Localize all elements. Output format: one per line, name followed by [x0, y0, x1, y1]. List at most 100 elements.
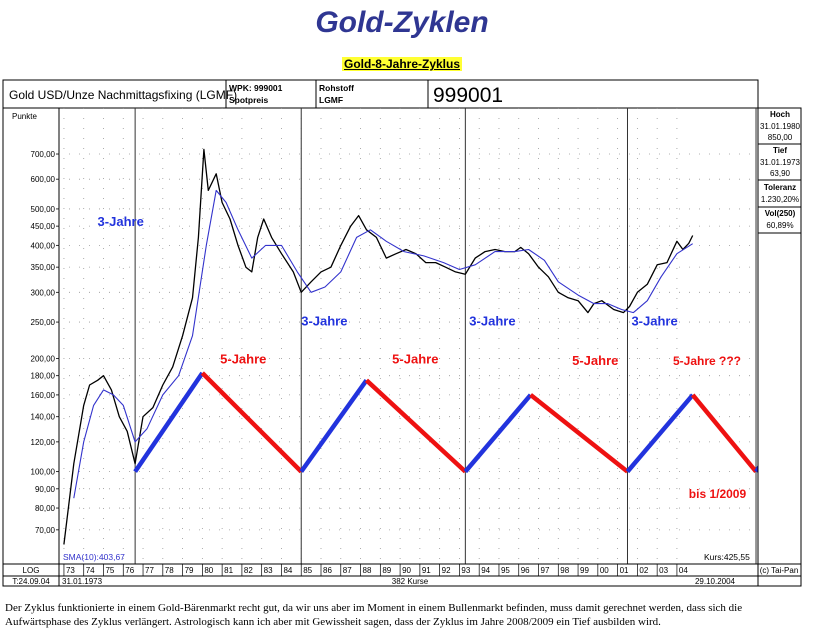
y-tick-label: 350,00 — [31, 263, 56, 272]
x-tick-label: 79 — [185, 566, 194, 575]
cycle-up-leg — [299, 378, 369, 473]
x-tick-label: 81 — [224, 566, 233, 575]
x-axis: LOG T:24.09.04 73 74 75 76 77 78 79 80 81 82 83 84 8… — [2, 563, 802, 587]
x-tick-label: 74 — [86, 566, 95, 575]
cycle-annotation: 3-Jahre — [631, 313, 677, 328]
page-title: Gold-Zyklen — [315, 6, 489, 39]
x-tick-label: 00 — [600, 566, 609, 575]
chart: Gold USD/Unze Nachmittagsfixing (LGMF) W… — [2, 79, 802, 587]
price-series-line — [63, 148, 694, 545]
y-tick-label: 100,00 — [31, 468, 56, 477]
cycle-up-leg — [625, 393, 695, 474]
cycle-zigzag — [133, 371, 758, 474]
toleranz-value: 1.230,20% — [761, 195, 799, 204]
y-tick-label: 200,00 — [31, 354, 56, 363]
cycle-down-leg — [364, 378, 467, 474]
x-tick-label: 96 — [521, 566, 530, 575]
cycle-down-leg — [691, 393, 758, 474]
cycle-annotation: 3-Jahre — [98, 214, 144, 229]
x-tick-label: 85 — [303, 566, 312, 575]
vol-value: 60,89% — [766, 221, 793, 230]
x-tick-label: 86 — [323, 566, 332, 575]
y-tick-label: 120,00 — [31, 438, 56, 447]
y-tick-label: 600,00 — [31, 175, 56, 184]
wpk-label: WPK: 999001 — [229, 83, 283, 93]
y-tick-label: 140,00 — [31, 413, 56, 422]
y-tick-label: 400,00 — [31, 241, 56, 250]
x-tick-label: 92 — [442, 566, 451, 575]
y-tick-label: 90,00 — [35, 485, 56, 494]
cycle-down-leg — [529, 393, 629, 474]
x-tick-label: 87 — [343, 566, 352, 575]
x-tick-label: 75 — [105, 566, 114, 575]
tief-value: 63,90 — [770, 169, 791, 178]
toleranz-label: Toleranz — [764, 183, 796, 192]
x-tick-label: 95 — [501, 566, 510, 575]
series-layer — [63, 148, 694, 545]
y-tick-label: 80,00 — [35, 504, 56, 513]
x-tick-label: 80 — [204, 566, 213, 575]
subtitle-wrap: Gold-8-Jahre-Zyklus — [0, 55, 804, 73]
x-tick-label: 76 — [125, 566, 134, 575]
caption: Der Zyklus funktionierte in einem Gold-B… — [5, 602, 743, 628]
x-tick-label: 99 — [580, 566, 589, 575]
x-tick-labels: 73 74 75 76 77 78 79 80 81 82 83 84 85 86 87 88 89 90 91 92… — [63, 564, 688, 576]
x-tick-label: 90 — [402, 566, 411, 575]
x-tick-label: 94 — [481, 566, 490, 575]
kurse-count: 382 Kurse — [392, 577, 429, 586]
y-tick-label: 180,00 — [31, 372, 56, 381]
tief-date: 31.01.1973 — [760, 158, 801, 167]
tief-label: Tief — [773, 146, 787, 155]
y-tick-label: 700,00 — [31, 150, 56, 159]
y-tick-label: 500,00 — [31, 205, 56, 214]
y-tick-label: 300,00 — [31, 288, 56, 297]
lgmf-label: LGMF — [319, 95, 343, 105]
spotpreis-label: Spotpreis — [229, 95, 268, 105]
x-tick-label: 01 — [620, 566, 629, 575]
x-tick-label: 93 — [461, 566, 470, 575]
cycle-annotation: 5-Jahre ??? — [673, 354, 741, 368]
stats-panel: Hoch 31.01.1980 850,00 Tief 31.01.1973 6… — [757, 107, 802, 565]
x-tick-label: 03 — [659, 566, 668, 575]
hoch-date: 31.01.1980 — [760, 122, 801, 131]
sma-series-line — [73, 189, 693, 499]
x-tick-label: 83 — [264, 566, 273, 575]
x-tick-label: 82 — [244, 566, 253, 575]
x-tick-label: 98 — [560, 566, 569, 575]
y-tick-label: 70,00 — [35, 526, 56, 535]
start-date: 31.01.1973 — [62, 577, 103, 586]
cycle-up-leg — [133, 371, 205, 473]
annotations: 3-Jahre 3-Jahre 3-Jahre 3-Jahre 5-Jahre 5-Jah… — [98, 214, 747, 501]
credit: (c) Tai-Pan — [760, 566, 799, 575]
cycle-annotation: 5-Jahre — [572, 353, 618, 368]
cycle-lines — [134, 108, 757, 564]
cycle-up-leg — [463, 393, 533, 474]
vol-label: Vol(250) — [765, 209, 796, 218]
hoch-value: 850,00 — [768, 133, 793, 142]
y-tick-label: 450,00 — [31, 222, 56, 231]
x-tick-label: 88 — [363, 566, 372, 575]
x-tick-label: 84 — [283, 566, 292, 575]
x-tick-label: 78 — [165, 566, 174, 575]
hoch-label: Hoch — [770, 110, 790, 119]
cycle-annotation: 3-Jahre — [469, 313, 515, 328]
cycle-down-leg — [200, 371, 303, 474]
cycle-annotation: 3-Jahre — [301, 313, 347, 328]
x-tick-label: 77 — [145, 566, 154, 575]
code-label: 999001 — [433, 84, 503, 107]
sma-label: SMA(10):403,67 — [63, 552, 125, 562]
y-axis-column: Punkte 70,00 80,00 90,00 100,00 120,00 140,00… — [2, 107, 60, 565]
log-label: LOG — [23, 566, 40, 575]
x-tick-label: 73 — [66, 566, 75, 575]
y-tick-label: 160,00 — [31, 391, 56, 400]
x-tick-label: 04 — [679, 566, 688, 575]
cycle-annotation: 5-Jahre — [220, 351, 266, 366]
x-tick-label: 02 — [639, 566, 648, 575]
cycle-annotation: bis 1/2009 — [689, 487, 747, 501]
last-price-label: Kurs:425,55 — [704, 552, 750, 562]
cycle-annotation: 5-Jahre — [392, 351, 438, 366]
x-tick-label: 91 — [422, 566, 431, 575]
instrument-label: Gold USD/Unze Nachmittagsfixing (LGMF) — [9, 88, 237, 102]
x-tick-label: 89 — [382, 566, 391, 575]
date-code: T:24.09.04 — [12, 577, 50, 586]
